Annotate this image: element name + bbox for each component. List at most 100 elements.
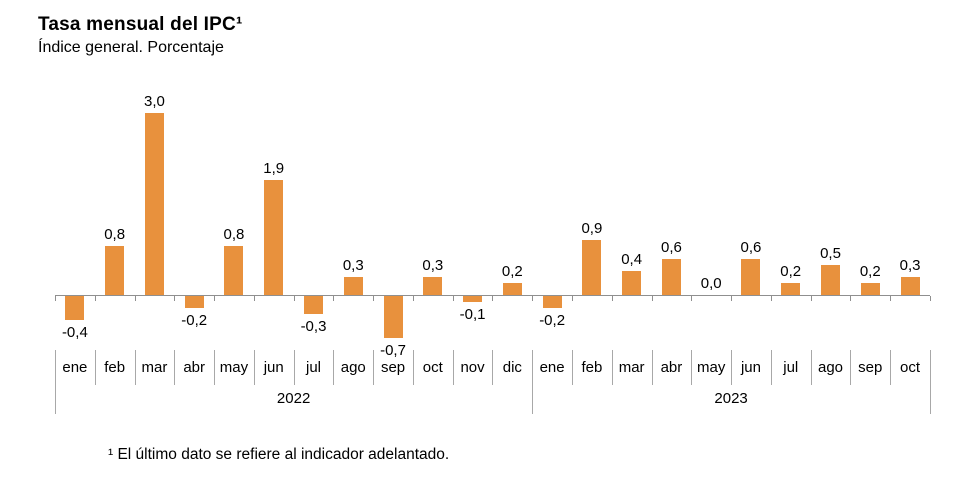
bar-2023-feb <box>582 240 602 295</box>
month-separator <box>770 350 772 385</box>
axis-tick <box>850 296 852 301</box>
month-separator <box>134 350 136 385</box>
value-label-2022-jul: -0,3 <box>300 318 327 336</box>
value-label-2022-may: 0,8 <box>223 226 245 244</box>
month-separator <box>214 350 216 385</box>
value-label-2023-jun: 0,6 <box>740 238 762 256</box>
month-label-2023-mar: mar <box>618 359 645 376</box>
axis-tick <box>174 296 176 301</box>
month-separator <box>293 350 295 385</box>
value-label-2022-mar: 3,0 <box>143 92 165 110</box>
bar-2022-ene <box>65 296 85 321</box>
month-label-2022-jul: jul <box>305 359 321 376</box>
axis-tick <box>770 296 772 301</box>
axis-tick <box>731 296 733 301</box>
axis-tick <box>452 296 454 301</box>
month-label-2023-jun: jun <box>740 359 761 376</box>
value-label-2022-nov: -0,1 <box>459 306 486 324</box>
month-separator <box>174 350 176 385</box>
value-label-2023-oct: 0,3 <box>899 256 921 274</box>
axis-tick <box>890 296 892 301</box>
bar-2022-jul <box>304 296 323 315</box>
year-divider <box>55 350 56 414</box>
axis-tick <box>412 296 414 301</box>
footnote: ¹ El último dato se refiere al indicador… <box>108 446 450 463</box>
month-label-2022-oct: oct <box>422 359 443 376</box>
month-label-2023-feb: feb <box>581 359 603 376</box>
month-separator <box>373 350 375 385</box>
month-separator <box>94 350 96 385</box>
value-label-2023-abr: 0,6 <box>660 238 682 256</box>
axis-tick <box>293 296 295 301</box>
bar-2022-ago <box>343 276 363 295</box>
bar-2022-abr <box>184 296 204 309</box>
value-label-2023-sep: 0,2 <box>859 262 881 280</box>
bar-2023-mar <box>622 270 642 295</box>
value-label-2022-sep: -0,7 <box>380 342 406 360</box>
month-separator <box>651 350 653 385</box>
chart-subtitle: Índice general. Porcentaje <box>38 39 224 56</box>
month-label-2022-feb: feb <box>104 359 126 376</box>
month-separator <box>333 350 335 385</box>
year-label-2023: 2023 <box>714 390 748 407</box>
year-divider <box>929 350 931 414</box>
month-separator <box>691 350 693 385</box>
month-separator <box>253 350 255 385</box>
bar-2022-nov <box>463 296 483 303</box>
value-label-2022-ago: 0,3 <box>342 256 364 274</box>
axis-tick <box>651 296 653 301</box>
bar-2022-jun <box>264 179 284 295</box>
month-label-2022-ene: ene <box>62 359 88 376</box>
month-label-2022-sep: sep <box>380 359 406 376</box>
month-label-2023-sep: sep <box>858 359 883 376</box>
value-label-2022-jun: 1,9 <box>263 159 285 177</box>
x-axis-zero-line <box>55 295 930 296</box>
bar-2022-mar <box>144 112 164 295</box>
axis-tick <box>373 296 375 301</box>
value-label-2022-dic: 0,2 <box>501 262 523 280</box>
month-label-2023-may: may <box>697 359 726 376</box>
axis-tick <box>94 296 96 301</box>
month-label-2022-may: may <box>219 359 249 376</box>
month-separator <box>850 350 852 385</box>
year-divider <box>532 350 534 414</box>
month-separator <box>890 350 892 385</box>
axis-tick <box>253 296 255 301</box>
bar-2022-sep <box>383 296 403 339</box>
axis-tick <box>333 296 335 301</box>
month-separator <box>611 350 613 385</box>
month-label-2023-abr: abr <box>660 359 683 376</box>
value-label-2023-ago: 0,5 <box>820 244 841 262</box>
value-label-2023-may: 0,0 <box>700 275 722 292</box>
month-separator <box>731 350 733 385</box>
month-label-2022-dic: dic <box>502 359 522 376</box>
value-label-2023-mar: 0,4 <box>621 250 643 268</box>
axis-tick <box>572 296 573 301</box>
bar-2022-feb <box>105 246 125 295</box>
axis-tick <box>134 296 136 301</box>
value-label-2022-feb: 0,8 <box>104 226 126 244</box>
year-label-2022: 2022 <box>276 390 311 407</box>
bar-2023-ene <box>542 296 562 309</box>
bar-2023-abr <box>661 258 681 295</box>
axis-tick <box>532 296 534 301</box>
month-separator <box>572 350 573 385</box>
axis-tick <box>55 296 56 301</box>
month-separator <box>492 350 494 385</box>
month-label-2023-ene: ene <box>539 359 565 376</box>
value-label-2022-oct: 0,3 <box>422 256 444 274</box>
bar-2022-dic <box>502 282 522 295</box>
month-label-2023-jul: jul <box>783 359 799 376</box>
value-label-2023-ene: -0,2 <box>539 312 566 330</box>
value-label-2022-abr: -0,2 <box>181 312 208 330</box>
value-label-2022-ene: -0,4 <box>61 324 88 342</box>
month-label-2023-oct: oct <box>900 359 921 376</box>
chart-title: Tasa mensual del IPC¹ <box>38 14 243 35</box>
month-label-2022-nov: nov <box>460 359 485 376</box>
month-label-2023-ago: ago <box>817 359 844 376</box>
month-separator <box>452 350 454 385</box>
bar-2023-jul <box>781 282 801 295</box>
month-separator <box>810 350 812 385</box>
